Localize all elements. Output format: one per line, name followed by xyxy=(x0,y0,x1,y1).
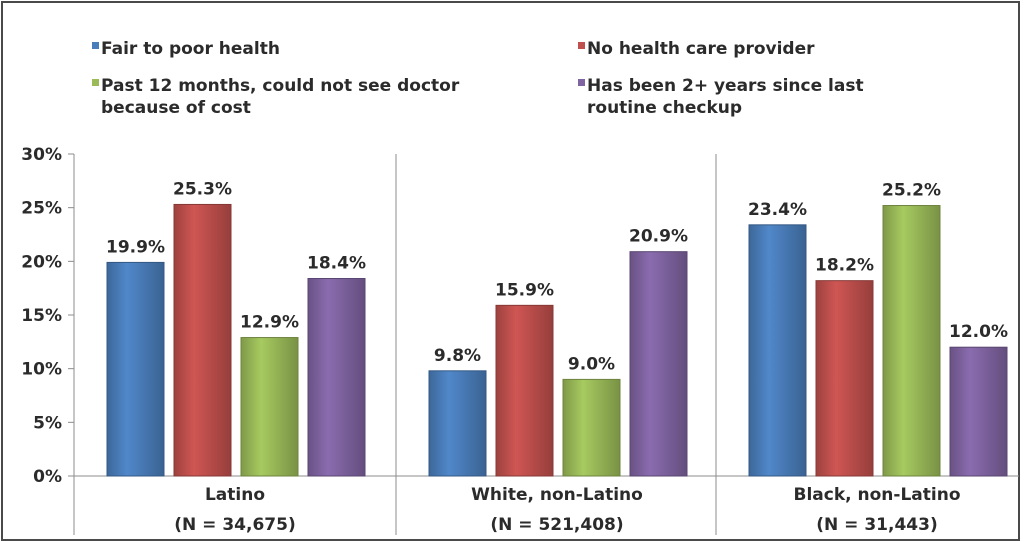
bar xyxy=(748,224,807,477)
x-category-sublabel: (N = 31,443) xyxy=(816,515,937,535)
x-category-sublabel: (N = 521,408) xyxy=(490,515,623,535)
legend-label: Fair to poor health xyxy=(101,39,280,59)
legend-item-no-health-care-provider: No health care provider xyxy=(578,38,815,60)
legend-item-could-not-see-doctor: Past 12 months, could not see doctor bec… xyxy=(92,75,459,119)
x-category-sublabel: (N = 34,675) xyxy=(174,515,295,535)
y-tick-label: 5% xyxy=(33,413,62,433)
bar xyxy=(428,370,487,477)
bar xyxy=(629,251,688,477)
data-label: 25.2% xyxy=(882,181,941,201)
data-label: 12.9% xyxy=(240,313,299,333)
data-label: 20.9% xyxy=(629,227,688,247)
legend-swatch xyxy=(578,42,585,49)
x-category-label: Latino xyxy=(205,485,265,505)
data-label: 15.9% xyxy=(495,280,554,300)
bar xyxy=(562,378,621,477)
legend-item-fair-to-poor-health: Fair to poor health xyxy=(92,38,280,60)
legend-label: Has been 2+ years since last routine che… xyxy=(587,76,864,118)
data-label: 18.4% xyxy=(307,254,366,274)
data-label: 18.2% xyxy=(815,256,874,276)
bar xyxy=(882,205,941,477)
bar xyxy=(949,346,1008,477)
legend-swatch xyxy=(578,79,585,86)
data-label: 23.4% xyxy=(748,200,807,220)
bar xyxy=(240,337,299,477)
y-tick-label: 15% xyxy=(21,306,62,326)
legend-swatch xyxy=(92,42,99,49)
data-label: 9.0% xyxy=(568,354,615,374)
y-tick-label: 30% xyxy=(21,145,62,165)
legend-label: Past 12 months, could not see doctor bec… xyxy=(101,76,460,118)
y-tick-label: 20% xyxy=(21,252,62,272)
bar xyxy=(815,280,874,477)
bar xyxy=(173,203,232,477)
data-label: 25.3% xyxy=(173,179,232,199)
x-category-label: White, non-Latino xyxy=(471,485,643,505)
legend-swatch xyxy=(92,79,99,86)
data-label: 9.8% xyxy=(434,346,481,366)
y-tick-label: 10% xyxy=(21,360,62,380)
legend-item-routine-checkup: Has been 2+ years since last routine che… xyxy=(578,75,864,119)
data-label: 19.9% xyxy=(106,237,165,257)
bar xyxy=(307,278,366,477)
bar xyxy=(495,304,554,477)
x-category-label: Black, non-Latino xyxy=(794,485,961,505)
y-tick-label: 25% xyxy=(21,199,62,219)
legend-label: No health care provider xyxy=(587,39,815,59)
y-tick-label: 0% xyxy=(33,467,62,487)
bar xyxy=(106,261,165,477)
data-label: 12.0% xyxy=(949,322,1008,342)
